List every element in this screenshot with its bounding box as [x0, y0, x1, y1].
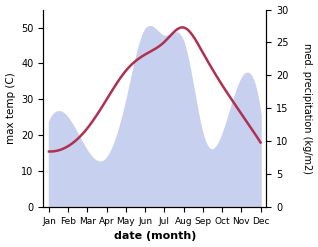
- X-axis label: date (month): date (month): [114, 231, 196, 242]
- Y-axis label: med. precipitation (kg/m2): med. precipitation (kg/m2): [302, 43, 313, 174]
- Y-axis label: max temp (C): max temp (C): [5, 72, 16, 144]
